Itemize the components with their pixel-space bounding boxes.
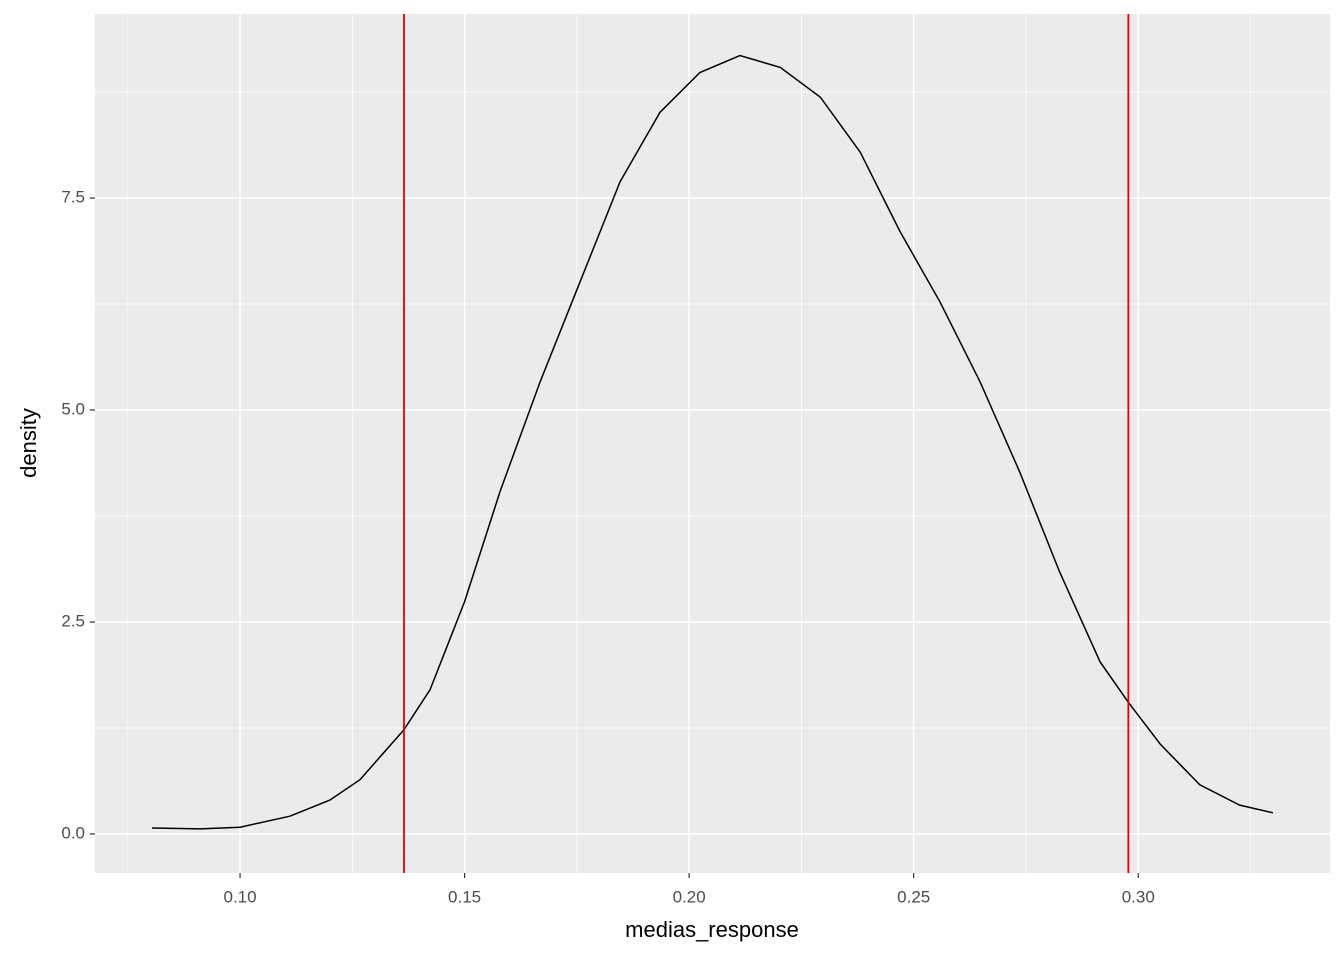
x-axis-title: medias_response bbox=[625, 917, 799, 942]
y-axis-title: density bbox=[16, 408, 41, 478]
x-tick-label: 0.10 bbox=[224, 887, 257, 906]
y-tick-label: 2.5 bbox=[61, 611, 85, 630]
x-tick-label: 0.15 bbox=[448, 887, 481, 906]
x-tick-label: 0.30 bbox=[1122, 887, 1155, 906]
y-tick-label: 7.5 bbox=[61, 187, 85, 206]
y-tick-label: 5.0 bbox=[61, 399, 85, 418]
panel bbox=[95, 14, 1330, 873]
x-tick-label: 0.20 bbox=[673, 887, 706, 906]
y-tick-label: 0.0 bbox=[61, 823, 85, 842]
x-tick-label: 0.25 bbox=[897, 887, 930, 906]
density-line bbox=[152, 54, 1274, 830]
